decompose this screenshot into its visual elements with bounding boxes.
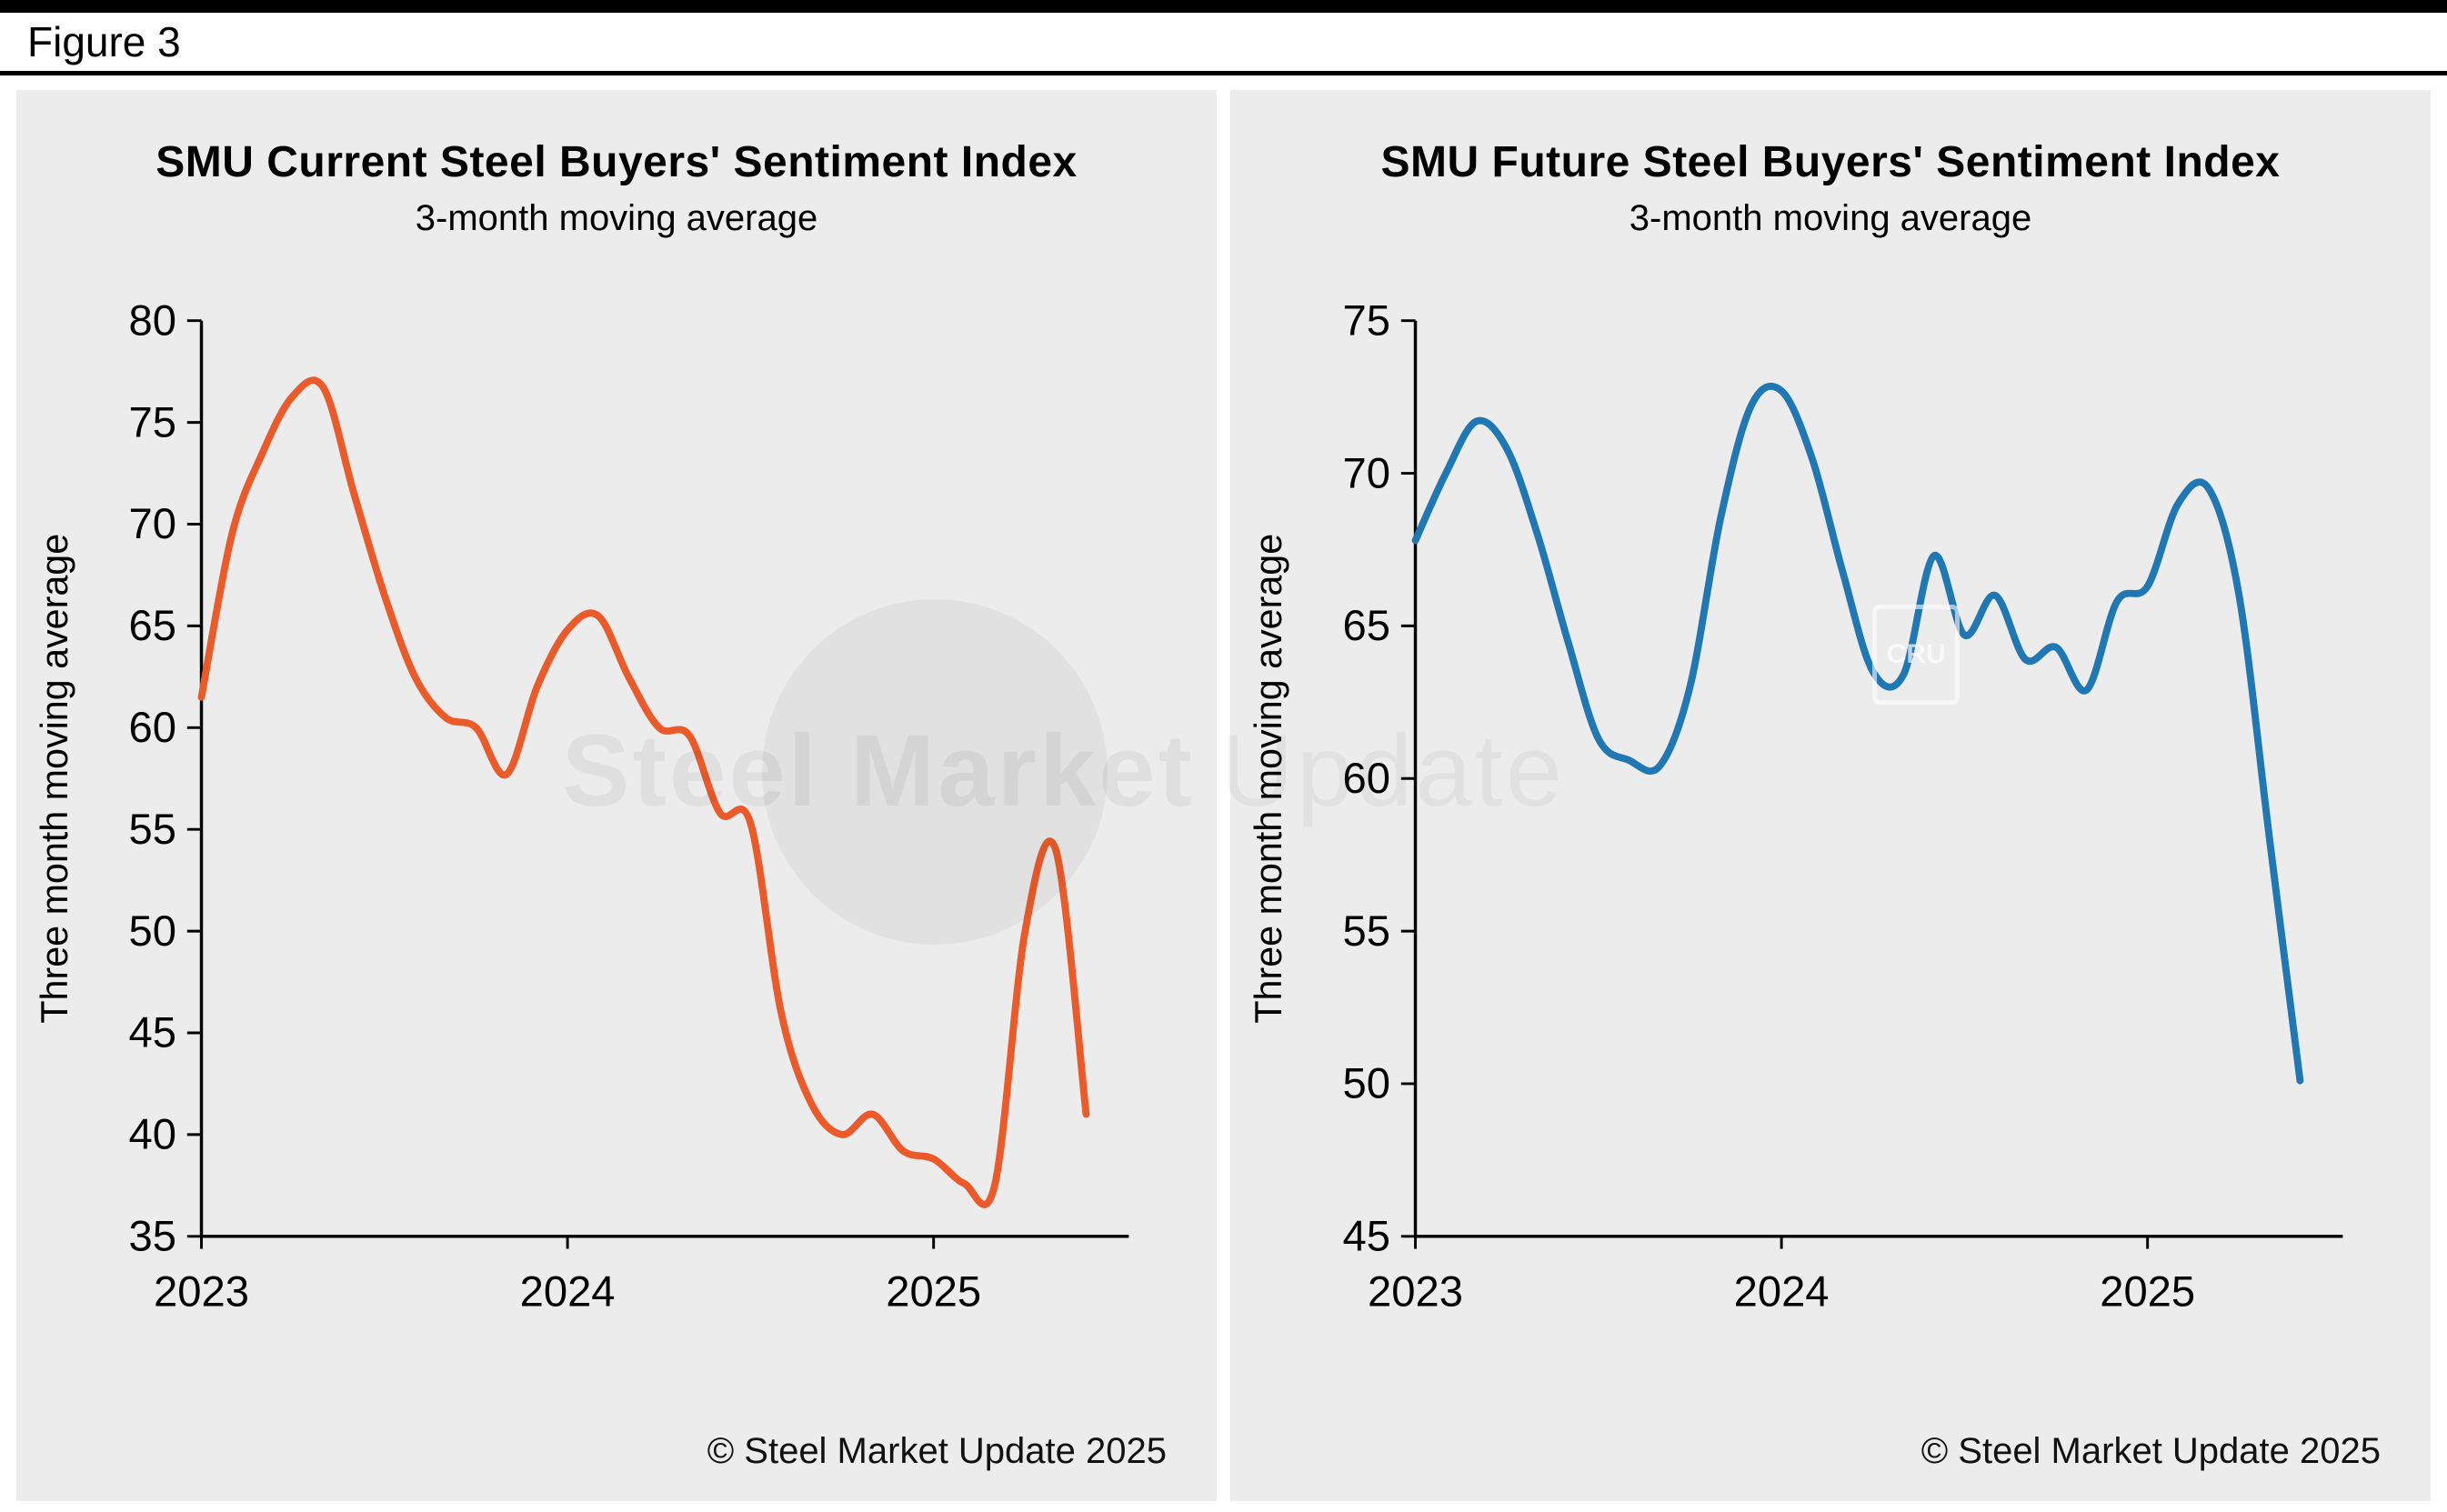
y-tick-label: 55 bbox=[1342, 906, 1389, 955]
x-tick-label: 2023 bbox=[154, 1267, 249, 1315]
x-tick-label: 2024 bbox=[519, 1267, 615, 1315]
copyright-note-future: © Steel Market Update 2025 bbox=[1920, 1431, 2381, 1471]
y-axis-title: Three month moving average bbox=[34, 534, 75, 1024]
y-tick-label: 55 bbox=[128, 805, 176, 853]
y-tick-label: 45 bbox=[128, 1008, 176, 1056]
x-tick-label: 2025 bbox=[886, 1267, 981, 1315]
y-tick-label: 60 bbox=[128, 703, 176, 751]
top-border-rule bbox=[0, 0, 2447, 13]
y-tick-label: 75 bbox=[128, 397, 176, 446]
figure-label: Figure 3 bbox=[27, 18, 181, 65]
y-tick-label: 75 bbox=[1342, 295, 1389, 344]
y-tick-label: 60 bbox=[1342, 754, 1389, 802]
y-tick-label: 65 bbox=[1342, 601, 1389, 649]
y-tick-label: 80 bbox=[128, 295, 176, 344]
chart-title-future: SMU Future Steel Buyers' Sentiment Index bbox=[1380, 138, 2281, 186]
chart-title-current: SMU Current Steel Buyers' Sentiment Inde… bbox=[155, 138, 1078, 186]
future-sentiment-panel: SMU Future Steel Buyers' Sentiment Index… bbox=[1230, 90, 2431, 1501]
y-tick-label: 45 bbox=[1342, 1212, 1389, 1260]
current-sentiment-chart: 35 40 45 50 55 60 65 70 75 80 2023 2024 2025 Three mo… bbox=[34, 295, 1128, 1315]
copyright-note-current: © Steel Market Update 2025 bbox=[707, 1431, 1167, 1471]
y-tick-label: 35 bbox=[128, 1212, 176, 1260]
y-tick-label: 50 bbox=[128, 906, 176, 955]
x-tick-label: 2024 bbox=[1733, 1267, 1829, 1315]
sentiment-data-line bbox=[197, 376, 1089, 1208]
x-tick-label: 2023 bbox=[1368, 1267, 1463, 1315]
x-tick-label: 2025 bbox=[2100, 1267, 2195, 1315]
charts-area: SMU Current Steel Buyers' Sentiment Inde… bbox=[0, 75, 2447, 1512]
chart-subtitle-current: 3-month moving average bbox=[415, 198, 818, 238]
y-tick-label: 65 bbox=[128, 601, 176, 649]
chart-subtitle-future: 3-month moving average bbox=[1629, 198, 2032, 238]
y-tick-label: 50 bbox=[1342, 1059, 1389, 1107]
y-tick-label: 40 bbox=[128, 1110, 176, 1158]
sentiment-data-line bbox=[1411, 382, 2303, 1085]
current-sentiment-panel: SMU Current Steel Buyers' Sentiment Inde… bbox=[16, 90, 1217, 1501]
figure-header: Figure 3 bbox=[0, 13, 2447, 75]
future-sentiment-chart: 45 50 55 60 65 70 75 2023 2024 2025 Three month mo… bbox=[1248, 295, 2342, 1315]
y-tick-label: 70 bbox=[128, 499, 176, 547]
y-tick-label: 70 bbox=[1342, 448, 1389, 496]
y-axis-title: Three month moving average bbox=[1248, 534, 1289, 1024]
